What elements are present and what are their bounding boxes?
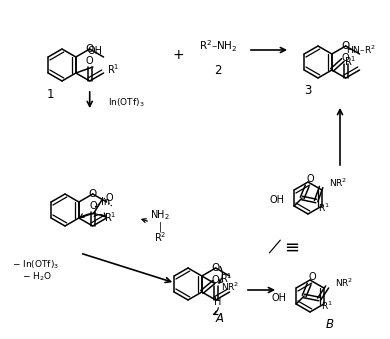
Text: 1: 1	[46, 87, 54, 100]
Text: R$^2$: R$^2$	[154, 230, 166, 244]
Text: NR$^2$: NR$^2$	[335, 277, 353, 289]
Text: R$^1$: R$^1$	[318, 202, 330, 214]
Text: O: O	[89, 189, 97, 199]
Text: OH: OH	[87, 46, 102, 56]
Text: O: O	[86, 56, 94, 66]
Text: O: O	[342, 41, 350, 51]
Text: O: O	[212, 275, 220, 285]
Text: R$^1$: R$^1$	[104, 210, 116, 224]
Text: $\not\equiv$: $\not\equiv$	[268, 239, 300, 257]
Text: R$^1$: R$^1$	[321, 300, 333, 312]
Text: HN–R$^2$: HN–R$^2$	[346, 44, 376, 56]
Text: 3: 3	[304, 84, 312, 98]
Text: NR$^2$: NR$^2$	[221, 281, 239, 293]
Text: NR$^2$: NR$^2$	[329, 177, 347, 189]
Text: B: B	[326, 319, 334, 332]
Text: 2: 2	[214, 63, 222, 77]
Text: O: O	[212, 263, 220, 273]
Text: O: O	[342, 53, 349, 63]
Text: O: O	[306, 174, 314, 184]
Text: O: O	[85, 44, 94, 54]
Text: R$^1$: R$^1$	[220, 271, 232, 285]
Text: O: O	[90, 201, 98, 211]
Text: A: A	[216, 312, 224, 324]
Text: OH: OH	[271, 293, 286, 303]
Text: NH$_2$: NH$_2$	[150, 208, 170, 222]
Text: R$^1$: R$^1$	[344, 54, 356, 68]
Text: H: H	[214, 297, 222, 307]
Text: |: |	[158, 222, 161, 232]
Text: O: O	[106, 193, 113, 203]
Text: − In(OTf)$_3$: − In(OTf)$_3$	[12, 259, 59, 271]
Text: − H$_2$O: − H$_2$O	[22, 271, 52, 283]
Text: In(OTf)$_3$: In(OTf)$_3$	[108, 97, 144, 109]
Text: +: +	[172, 48, 184, 62]
Text: R$^1$: R$^1$	[107, 62, 119, 76]
Text: In: In	[101, 197, 110, 207]
Text: R$^2$–NH$_2$: R$^2$–NH$_2$	[199, 38, 237, 54]
Text: OH: OH	[269, 195, 284, 205]
Text: O: O	[308, 272, 316, 282]
